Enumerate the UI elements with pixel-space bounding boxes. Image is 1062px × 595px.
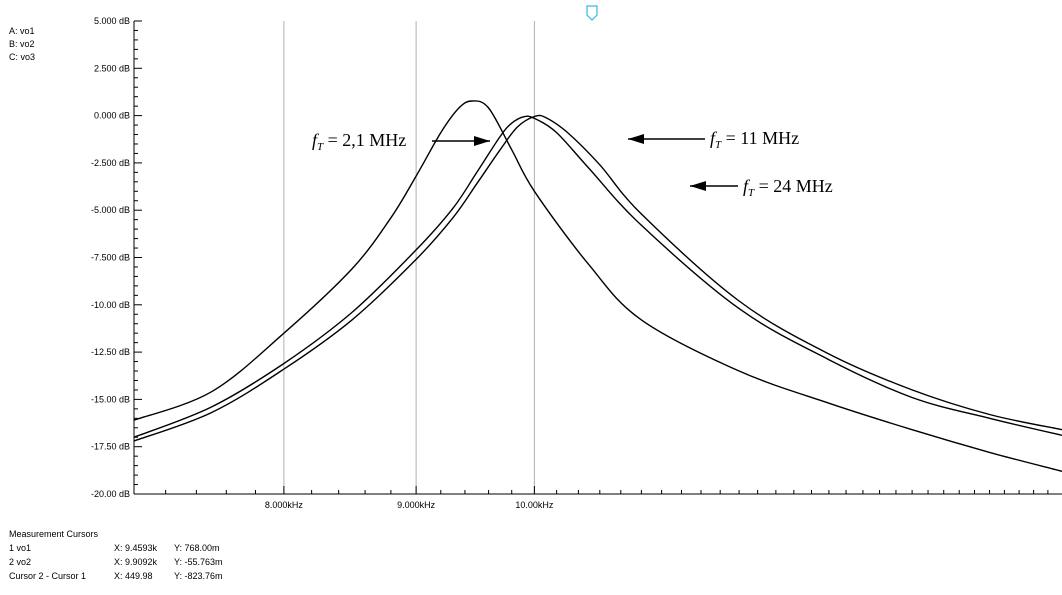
- series-line-vo2: [133, 115, 1062, 438]
- annotation-label: fT = 2,1 MHz: [312, 130, 406, 153]
- y-tick-label: -5.000 dB: [91, 205, 130, 215]
- x-axis-ticks: 8.000kHz 9.000kHz 10.00kHz: [165, 486, 1049, 510]
- y-tick-label: -12.50 dB: [91, 347, 130, 357]
- trace-legend: A: vo1 B: vo2 C: vo3: [9, 25, 35, 64]
- measurement-row-x: X: 449.98: [114, 571, 153, 581]
- axes: [133, 21, 1062, 495]
- cursor-marker-icon: [586, 5, 598, 21]
- y-axis-ticks: 5.000 dB 2.500 dB 0.000 dB -2.500 dB -5.000 …: [91, 16, 142, 499]
- y-tick-label: -17.50 dB: [91, 442, 130, 452]
- y-tick-label: -15.00 dB: [91, 394, 130, 404]
- annotation-label: fT = 24 MHz: [743, 176, 833, 199]
- series-line-vo1: [133, 100, 1062, 472]
- measurement-row-label: 2 vo2: [9, 557, 32, 567]
- y-tick-label: 2.500 dB: [94, 63, 130, 73]
- measurement-row-x: X: 9.4593k: [114, 543, 158, 553]
- series-line-vo3: [133, 114, 1062, 442]
- y-tick-label: -7.500 dB: [91, 253, 130, 263]
- annotation-arrow-head: [690, 181, 706, 191]
- legend-item-c: C: vo3: [9, 52, 36, 62]
- legend-item-a: A: vo1: [9, 26, 35, 36]
- x-tick-label: 8.000kHz: [265, 500, 304, 510]
- grid-lines: [283, 21, 535, 494]
- x-tick-label: 10.00kHz: [515, 500, 554, 510]
- y-tick-label: -2.500 dB: [91, 158, 130, 168]
- y-tick-label: -20.00 dB: [91, 489, 130, 499]
- annotation-arrow-head: [628, 134, 644, 144]
- y-tick-label: -10.00 dB: [91, 300, 130, 310]
- annotation-1: fT = 11 MHz: [628, 128, 799, 151]
- annotation-0: fT = 2,1 MHz: [312, 130, 490, 153]
- annotation-2: fT = 24 MHz: [690, 176, 833, 199]
- measurement-row-x: X: 9.9092k: [114, 557, 158, 567]
- measurement-row-label: 1 vo1: [9, 543, 32, 553]
- measurement-row-y: Y: 768.00m: [174, 543, 220, 553]
- y-tick-label: 5.000 dB: [94, 16, 130, 26]
- annotation-arrow-head: [474, 136, 490, 146]
- measurement-title: Measurement Cursors: [9, 529, 99, 539]
- y-tick-label: 0.000 dB: [94, 111, 130, 121]
- annotations: fT = 2,1 MHz fT = 11 MHz fT = 24 MHz: [312, 128, 833, 199]
- series-lines: [133, 100, 1062, 472]
- measurement-row-y: Y: -823.76m: [174, 571, 223, 581]
- cursor-marker[interactable]: [586, 5, 598, 21]
- annotation-label: fT = 11 MHz: [710, 128, 799, 151]
- measurement-row-label: Cursor 2 - Cursor 1: [9, 571, 87, 581]
- measurement-row-y: Y: -55.763m: [174, 557, 223, 567]
- legend-item-b: B: vo2: [9, 39, 35, 49]
- x-tick-label: 9.000kHz: [397, 500, 436, 510]
